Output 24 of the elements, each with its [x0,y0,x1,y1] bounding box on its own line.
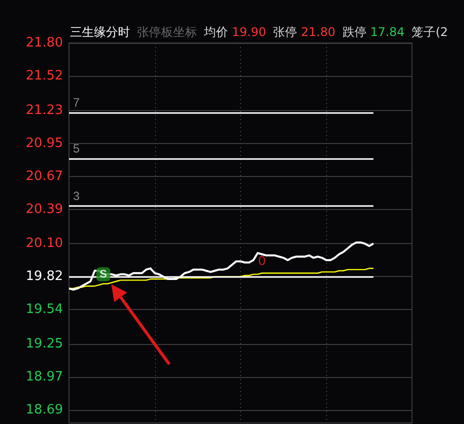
chart-subtitle: 张停板坐标 [137,24,197,41]
y-tick-label: 20.95 [26,136,63,151]
y-tick-label: 20.67 [26,168,63,184]
y-tick-label: 19.54 [26,302,63,318]
annotation: 7 [73,96,80,110]
text: 张停 21.80 [273,25,336,39]
annotation: 0 [258,253,266,268]
chart-title: 三生缘分时 [70,24,130,41]
y-tick-label: 20.10 [26,236,63,252]
y-tick-label: 21.52 [26,68,63,84]
text: 跌停 17.84 [342,25,405,39]
y-tick-label: 18.97 [26,369,63,384]
text: 笼子(2 [412,24,448,41]
y-tick-label: 18.69 [26,402,63,418]
line-series [68,241,374,291]
y-tick-label: 21.80 [26,36,63,50]
annotation: 5 [73,142,80,156]
y-tick-label: 21.23 [26,102,63,118]
y-tick-label: 20.39 [26,202,63,217]
annotation: 3 [73,188,80,203]
annotation: S [100,268,107,280]
y-tick-label: 19.82 [26,269,63,284]
text: 均价 19.90 [204,25,266,39]
y-tick-label: 19.25 [26,336,63,352]
